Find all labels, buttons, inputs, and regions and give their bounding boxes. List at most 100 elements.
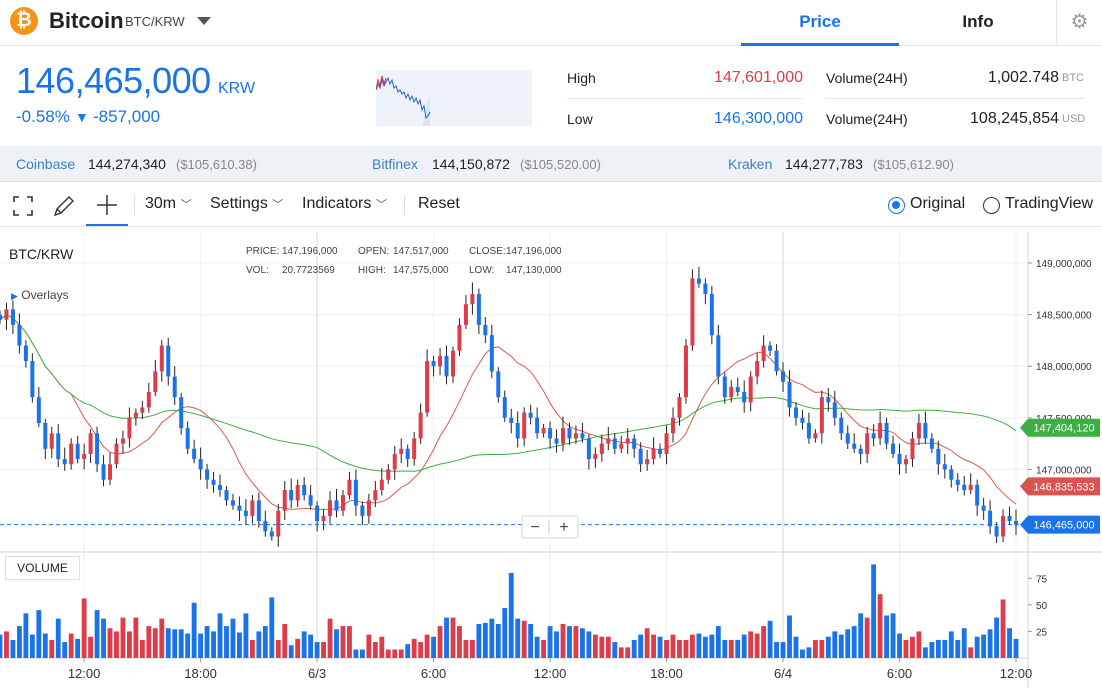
volume-bar <box>955 639 961 658</box>
volume-bar <box>754 633 760 658</box>
volume-bar <box>800 649 805 658</box>
volume-bar <box>638 634 644 658</box>
price-chart[interactable]: 149,000,000148,500,000148,000,000147,500… <box>0 232 1102 688</box>
fullscreen-icon[interactable] <box>12 195 34 217</box>
candle-body <box>742 392 747 403</box>
exchange-name[interactable]: Coinbase <box>16 156 76 172</box>
candle-body <box>878 422 883 439</box>
down-arrow-icon: ▼ <box>75 109 89 125</box>
tab-info[interactable]: Info <box>962 12 994 31</box>
original-label[interactable]: Original <box>910 195 966 212</box>
candle-body <box>373 490 378 501</box>
candle-body <box>127 417 132 439</box>
volume-bar <box>469 639 475 658</box>
candle-body <box>696 278 701 284</box>
volume-bar <box>806 647 812 658</box>
candle-body <box>392 453 397 470</box>
tab-price[interactable]: Price <box>741 0 899 46</box>
candle-body <box>949 469 954 480</box>
candle-body <box>910 438 915 460</box>
volume-bar <box>437 626 443 658</box>
info-vol: 20.7723569 <box>282 265 335 276</box>
candle-body <box>198 459 203 470</box>
original-radio[interactable] <box>888 197 905 214</box>
zoom-out-button[interactable]: − <box>530 519 539 536</box>
volume-bars <box>0 564 1019 658</box>
price-sparkline <box>376 70 532 126</box>
volume-bar <box>185 633 191 658</box>
tradingview-label[interactable]: TradingView <box>1005 195 1094 212</box>
candle-body <box>457 324 462 351</box>
volume-bar <box>690 634 695 658</box>
indicators-menu[interactable]: Indicators ﹀ <box>302 195 387 212</box>
candle-body <box>942 464 947 470</box>
interval-select[interactable]: 30m ﹀ <box>145 195 192 212</box>
info-high: 147,575,000 <box>393 265 449 276</box>
settings-button[interactable]: ⚙ <box>1056 0 1102 46</box>
volume-bar <box>825 636 831 658</box>
low-label: Low <box>567 111 593 127</box>
x-tick-label: 6:00 <box>421 666 446 681</box>
volume-btc-value: 1,002.748 <box>987 69 1059 86</box>
candle-body <box>509 417 514 423</box>
exchange-name[interactable]: Kraken <box>728 156 773 172</box>
coin-select-chevron-icon[interactable] <box>197 17 211 25</box>
volume-bar <box>418 642 424 658</box>
volume-bar <box>618 647 624 658</box>
candle-body <box>774 350 779 372</box>
price-badge <box>1020 515 1100 534</box>
candle-body <box>768 345 773 351</box>
candle-body <box>82 453 87 460</box>
volume-bar <box>29 634 35 658</box>
candle-body <box>282 490 287 511</box>
candle-body <box>561 428 566 444</box>
pencil-icon[interactable] <box>52 194 76 218</box>
candle-body <box>172 376 177 398</box>
price-badge <box>1020 418 1100 437</box>
volume-bar <box>929 642 935 658</box>
candle-body <box>179 397 184 429</box>
volume-usd-label: Volume(24H) <box>826 111 908 127</box>
volume-bar <box>256 631 262 658</box>
candle-body <box>586 438 591 460</box>
zoom-in-button[interactable]: + <box>559 519 568 536</box>
exchange-name[interactable]: Bitfinex <box>372 156 418 172</box>
coin-name: Bitcoin <box>49 8 124 33</box>
volume-bar <box>204 626 210 658</box>
volume-bar <box>910 636 915 658</box>
volume-bar <box>165 628 171 658</box>
volume-bar <box>230 618 236 658</box>
candle-body <box>101 464 106 480</box>
volume-bar <box>476 623 482 658</box>
x-tick-label: 6:00 <box>887 666 912 681</box>
candle-body <box>981 505 986 511</box>
low-value: 146,300,000 <box>714 110 803 127</box>
volume-bar <box>49 639 55 658</box>
candle-body <box>619 443 624 449</box>
candle-body <box>781 371 786 382</box>
candle-body <box>664 433 669 454</box>
candle-body <box>929 438 934 449</box>
candle-body <box>923 422 928 439</box>
zoom-controls: − + <box>521 515 579 539</box>
volume-bar <box>172 629 178 658</box>
high-label: High <box>567 70 596 86</box>
volume-bar <box>864 617 870 658</box>
volume-bar <box>385 649 391 658</box>
candle-body <box>716 335 721 377</box>
candle-body <box>502 397 507 418</box>
x-tick-label: 12:00 <box>1000 666 1033 681</box>
volume-bar <box>457 626 462 658</box>
candle-body <box>114 443 119 465</box>
candle-body <box>871 433 876 439</box>
volume-bar <box>961 628 967 658</box>
volume-bar <box>489 618 495 658</box>
candle-body <box>612 438 617 449</box>
overlays-toggle[interactable]: ▶ Overlays <box>11 288 69 302</box>
crosshair-tool[interactable] <box>86 183 128 226</box>
reset-button[interactable]: Reset <box>418 195 460 212</box>
volume-bar <box>75 638 81 658</box>
candle-body <box>489 335 494 372</box>
settings-menu[interactable]: Settings ﹀ <box>210 195 284 212</box>
tradingview-radio[interactable] <box>983 197 1000 214</box>
